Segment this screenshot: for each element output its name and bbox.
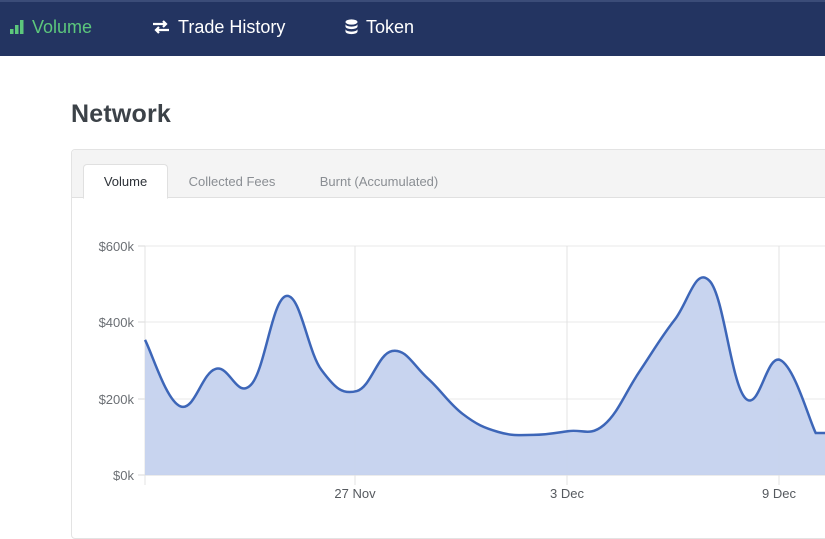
volume-line <box>143 276 825 437</box>
y-tick-label: $200k <box>99 392 135 407</box>
tab-collected-fees[interactable]: Collected Fees <box>188 173 276 189</box>
y-tick-label: $600k <box>99 239 135 254</box>
chart-tabs: Volume Collected Fees Burnt (Accumulated… <box>72 150 825 199</box>
bar-chart-icon <box>10 20 24 34</box>
y-tick-label: $0k <box>113 468 134 483</box>
x-tick-label: 27 Nov <box>334 486 376 501</box>
tab-burnt-accumulated[interactable]: Burnt (Accumulated) <box>319 173 439 189</box>
page-title: Network <box>71 100 172 128</box>
x-tick-label: 9 Dec <box>762 486 796 501</box>
nav-volume-label: Volume <box>32 16 93 37</box>
nav-token[interactable]: Token <box>345 15 414 39</box>
y-tick-label: $400k <box>99 315 135 330</box>
swap-arrows-icon <box>153 20 169 34</box>
database-icon <box>345 19 358 35</box>
tab-volume[interactable]: Volume <box>83 164 168 199</box>
y-axis-labels: $600k $400k $200k $0k <box>99 239 135 483</box>
nav-volume[interactable]: Volume <box>10 15 92 39</box>
top-navbar: Volume Trade History Token <box>0 0 825 56</box>
nav-trade-history[interactable]: Trade History <box>152 15 285 39</box>
volume-area-chart: $600k $400k $200k $0k 27 Nov 3 Dec 9 Dec <box>99 239 825 501</box>
x-tick-label: 3 Dec <box>550 486 584 501</box>
nav-trade-history-label: Trade History <box>178 16 286 37</box>
nav-token-label: Token <box>366 16 415 37</box>
volume-area-fill <box>145 277 825 475</box>
x-axis-labels: 27 Nov 3 Dec 9 Dec <box>334 486 796 501</box>
